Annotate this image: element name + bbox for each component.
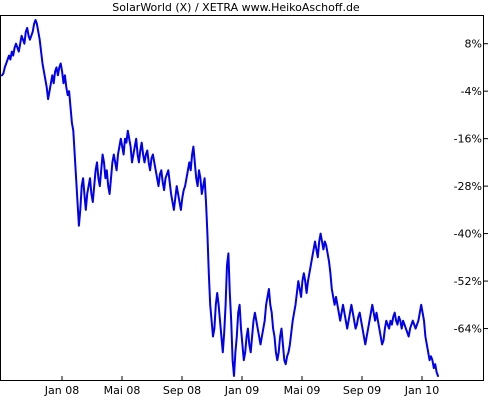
y-tick-label: -28% — [454, 180, 482, 193]
y-tick-label: -4% — [461, 85, 482, 98]
x-tick-label: Jan 10 — [404, 384, 439, 397]
y-tick-label: -40% — [454, 228, 482, 241]
y-tick-label: 8% — [465, 38, 482, 51]
x-tick-label: Mai 09 — [284, 384, 321, 397]
x-tick-label: Sep 09 — [343, 384, 381, 397]
x-tick-label: Jan 08 — [44, 384, 79, 397]
y-tick-label: -64% — [454, 323, 482, 336]
x-tick-label: Sep 08 — [163, 384, 201, 397]
x-tick-label: Mai 08 — [104, 384, 141, 397]
y-tick-label: -52% — [454, 275, 482, 288]
x-tick-label: Jan 09 — [224, 384, 259, 397]
y-axis: 8% -4% -16% -28% -40% -52% -64% — [454, 38, 488, 336]
x-axis: Jan 08 Mai 08 Sep 08 Jan 09 Mai 09 Sep 09 Jan … — [44, 376, 439, 397]
chart-title: SolarWorld (X) / XETRA www.HeikoAschoff.… — [112, 1, 360, 14]
y-tick-label: -16% — [454, 133, 482, 146]
solarworld-price-line — [1, 19, 439, 377]
plot-frame — [0, 15, 484, 381]
